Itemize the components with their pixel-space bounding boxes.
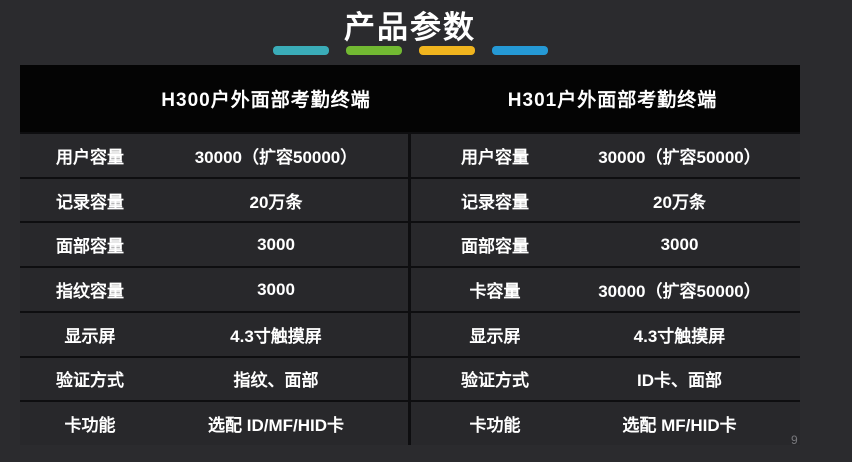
table-row: 面部容量 3000 面部容量 3000	[20, 221, 800, 267]
header-divider	[408, 65, 411, 132]
spec-value: 20万条	[249, 192, 303, 212]
spec-value: 30000（扩容50000）	[598, 282, 761, 302]
column-divider	[408, 134, 411, 177]
spec-value: 4.3寸触摸屏	[633, 326, 726, 346]
table-row: 显示屏 4.3寸触摸屏 显示屏 4.3寸触摸屏	[20, 310, 800, 356]
h301-cell-group: 记录容量 20万条	[411, 178, 800, 222]
title-accent-dashes	[20, 46, 800, 55]
table-row: 验证方式 指纹、面部 验证方式 ID卡、面部	[20, 355, 800, 401]
h300-cell-group: 用户容量 30000（扩容50000）	[20, 134, 408, 177]
column-divider	[408, 268, 411, 311]
column-divider	[408, 223, 411, 267]
h301-cell-group: 卡功能 选配 MF/HID卡	[411, 402, 800, 446]
spec-label: 验证方式	[461, 371, 529, 391]
spec-value: 4.3寸触摸屏	[230, 326, 322, 346]
spec-label: 卡功能	[64, 416, 116, 436]
h301-cell-group: 验证方式 ID卡、面部	[411, 357, 800, 401]
h300-cell-group: 卡功能 选配 ID/MF/HID卡	[20, 402, 408, 446]
column-header-h300: H300户外面部考勤终端	[20, 65, 408, 132]
accent-dash-teal	[272, 46, 329, 55]
spec-value: 30000（扩容50000）	[194, 147, 358, 167]
spec-value: ID卡、面部	[637, 371, 722, 391]
table-row: 卡功能 选配 ID/MF/HID卡 卡功能 选配 MF/HID卡	[20, 400, 800, 446]
spec-label: 面部容量	[56, 237, 124, 257]
spec-label: 显示屏	[64, 326, 116, 346]
h301-cell-group: 面部容量 3000	[411, 223, 800, 267]
h300-cell-group: 面部容量 3000	[20, 223, 408, 267]
spec-value: 3000	[257, 234, 295, 254]
spec-value: 选配 ID/MF/HID卡	[208, 416, 344, 436]
h301-cell-group: 显示屏 4.3寸触摸屏	[411, 312, 800, 356]
column-divider	[408, 357, 411, 401]
h301-cell-group: 用户容量 30000（扩容50000）	[411, 134, 800, 177]
spec-label: 记录容量	[461, 192, 529, 212]
spec-value: 3000	[660, 234, 699, 254]
spec-value: 20万条	[653, 192, 706, 212]
spec-label: 用户容量	[461, 147, 529, 167]
accent-dash-green	[345, 46, 402, 55]
spec-label: 验证方式	[56, 371, 124, 391]
table-body: 用户容量 30000（扩容50000） 用户容量 30000（扩容50000） …	[20, 132, 800, 446]
column-header-h300-label: H300户外面部考勤终端	[161, 90, 371, 111]
column-divider	[408, 402, 411, 446]
column-divider	[408, 312, 411, 356]
spec-value: 3000	[257, 279, 295, 299]
h300-cell-group: 显示屏 4.3寸触摸屏	[20, 312, 408, 356]
spec-label: 显示屏	[469, 326, 521, 346]
h301-cell-group: 卡容量 30000（扩容50000）	[411, 268, 800, 311]
column-header-h301-label: H301户外面部考勤终端	[507, 90, 718, 111]
spec-value: 30000（扩容50000）	[598, 147, 761, 167]
spec-label: 用户容量	[56, 147, 124, 167]
spec-label: 面部容量	[461, 237, 529, 257]
spec-label: 指纹容量	[56, 282, 124, 302]
page-number: 9	[791, 433, 798, 447]
spec-label: 记录容量	[56, 192, 124, 212]
accent-dash-yellow	[418, 46, 475, 55]
table-row: 记录容量 20万条 记录容量 20万条	[20, 176, 800, 222]
h300-cell-group: 指纹容量 3000	[20, 268, 408, 311]
table-row: 指纹容量 3000 卡容量 30000（扩容50000）	[20, 266, 800, 311]
spec-label: 卡容量	[469, 282, 521, 302]
table-row: 用户容量 30000（扩容50000） 用户容量 30000（扩容50000）	[20, 132, 800, 177]
h300-cell-group: 验证方式 指纹、面部	[20, 357, 408, 401]
column-divider	[408, 178, 411, 222]
spec-label: 卡功能	[469, 416, 521, 436]
spec-value: 指纹、面部	[233, 371, 319, 391]
table-header-row: H300户外面部考勤终端 H301户外面部考勤终端	[20, 65, 800, 132]
column-header-h301: H301户外面部考勤终端	[411, 65, 800, 132]
product-spec-table: H300户外面部考勤终端 H301户外面部考勤终端 用户容量 30000（扩容5…	[20, 65, 800, 446]
accent-dash-blue	[491, 46, 548, 55]
spec-value: 选配 MF/HID卡	[622, 416, 737, 436]
page-title: 产品参数	[344, 10, 476, 45]
h300-cell-group: 记录容量 20万条	[20, 178, 408, 222]
